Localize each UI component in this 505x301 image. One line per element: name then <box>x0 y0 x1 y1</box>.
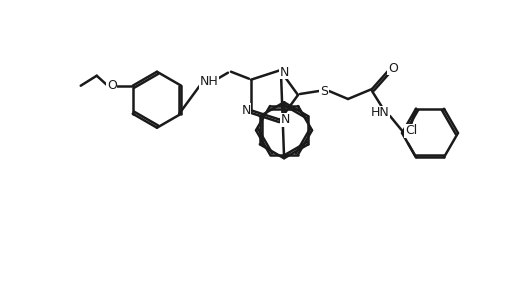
Text: HN: HN <box>370 107 389 119</box>
Text: O: O <box>107 79 117 92</box>
Text: N: N <box>279 66 288 79</box>
Text: O: O <box>387 61 397 75</box>
Text: N: N <box>241 104 250 117</box>
Text: N: N <box>280 113 289 126</box>
Text: S: S <box>319 85 327 98</box>
Text: NH: NH <box>199 75 218 88</box>
Text: Cl: Cl <box>404 124 416 137</box>
